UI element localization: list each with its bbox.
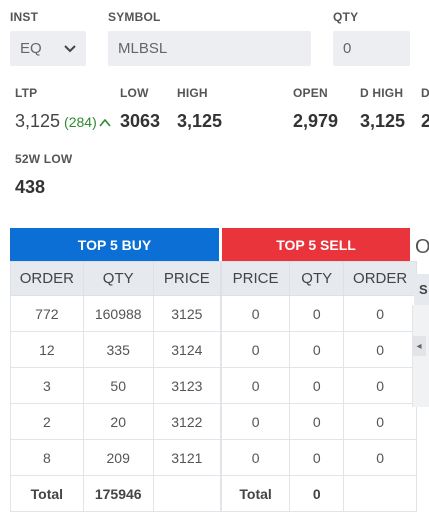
buy-price: 3125: [152, 295, 222, 332]
sell-price: 0: [220, 295, 291, 332]
ltp-label: LTP: [15, 86, 38, 100]
sell-col-order: ORDER: [343, 261, 417, 296]
sell-row: 0 0 0: [220, 295, 417, 332]
buy-order: 8: [10, 439, 84, 476]
sell-depth-table: PRICE QTY ORDER 0 0 0 0 0 0 0 0 0 0 0 0 …: [220, 261, 417, 512]
buy-order: 772: [10, 295, 84, 332]
sell-total-label: Total: [220, 475, 291, 512]
ltp-value: 3,125: [15, 111, 61, 131]
buy-qty: 20: [82, 403, 154, 440]
open-label: OPEN: [293, 86, 328, 100]
top-buy-header: TOP 5 BUY: [10, 228, 219, 261]
inst-select[interactable]: EQ: [10, 31, 86, 66]
buy-qty: 50: [82, 367, 154, 404]
open-value: 2,979: [293, 111, 339, 131]
sell-qty: 0: [289, 331, 345, 368]
ltp-change: (284): [64, 114, 97, 130]
sell-row: 0 0 0: [220, 331, 417, 368]
buy-row: 3 50 3123: [10, 367, 222, 404]
sell-total-row: Total 0: [220, 475, 417, 512]
buy-qty: 209: [82, 439, 154, 476]
sell-total-empty: [343, 475, 417, 512]
buy-col-qty: QTY: [82, 261, 154, 296]
buy-price: 3122: [152, 403, 222, 440]
buy-price: 3124: [152, 331, 222, 368]
buy-total-qty: 175946: [82, 475, 154, 512]
w52low-value: 438: [15, 177, 46, 197]
buy-depth-table: ORDER QTY PRICE 772 160988 3125 12 335 3…: [10, 261, 222, 512]
dhigh-label: D HIGH: [360, 86, 404, 100]
buy-price: 3121: [152, 439, 222, 476]
high-label: HIGH: [177, 86, 208, 100]
w52low-label: 52W LOW: [15, 152, 73, 166]
buy-col-order: ORDER: [10, 261, 84, 296]
cut-value: 2: [421, 111, 429, 131]
sell-order: 0: [343, 439, 417, 476]
buy-order: 2: [10, 403, 84, 440]
low-value: 3063: [120, 111, 161, 131]
caret-up-icon: [99, 114, 111, 132]
buy-order: 3: [10, 367, 84, 404]
sell-qty: 0: [289, 295, 345, 332]
side-panel-body: [412, 305, 429, 407]
inst-value: EQ: [20, 40, 42, 57]
cut-label: D: [421, 86, 429, 100]
top-sell-header: TOP 5 SELL: [222, 228, 410, 261]
sell-qty: 0: [289, 367, 345, 404]
sell-price: 0: [220, 331, 291, 368]
symbol-label: SYMBOL: [108, 10, 161, 24]
buy-qty: 160988: [82, 295, 154, 332]
sell-col-price: PRICE: [220, 261, 291, 296]
qty-placeholder: 0: [343, 40, 352, 57]
sell-col-qty: QTY: [289, 261, 345, 296]
buy-row: 772 160988 3125: [10, 295, 222, 332]
buy-total-empty: [152, 475, 222, 512]
buy-row: 12 335 3124: [10, 331, 222, 368]
sell-qty: 0: [289, 439, 345, 476]
symbol-input[interactable]: MLBSL: [108, 31, 311, 66]
buy-total-row: Total 175946: [10, 475, 222, 512]
sell-order: 0: [343, 331, 417, 368]
buy-price: 3123: [152, 367, 222, 404]
side-panel-header: S: [414, 274, 429, 305]
buy-order: 12: [10, 331, 84, 368]
side-panel-title: O: [415, 236, 429, 258]
qty-input[interactable]: 0: [333, 31, 410, 66]
qty-label: QTY: [333, 10, 359, 24]
low-label: LOW: [120, 86, 149, 100]
sell-total-qty: 0: [289, 475, 345, 512]
sell-price: 0: [220, 403, 291, 440]
ltp-block: 3,125 (284): [15, 111, 111, 132]
buy-total-label: Total: [10, 475, 84, 512]
sell-qty: 0: [289, 403, 345, 440]
sell-order: 0: [343, 367, 417, 404]
buy-qty: 335: [82, 331, 154, 368]
high-value: 3,125: [177, 111, 223, 131]
sell-row: 0 0 0: [220, 403, 417, 440]
sell-price: 0: [220, 439, 291, 476]
inst-label: INST: [10, 10, 39, 24]
sell-order: 0: [343, 403, 417, 440]
symbol-placeholder: MLBSL: [118, 40, 168, 57]
buy-col-price: PRICE: [152, 261, 222, 296]
scroll-left-arrow[interactable]: ◂: [412, 336, 426, 356]
buy-row: 8 209 3121: [10, 439, 222, 476]
sell-order: 0: [343, 295, 417, 332]
sell-price: 0: [220, 367, 291, 404]
sell-row: 0 0 0: [220, 367, 417, 404]
buy-row: 2 20 3122: [10, 403, 222, 440]
sell-row: 0 0 0: [220, 439, 417, 476]
dhigh-value: 3,125: [360, 111, 406, 131]
chevron-down-icon: [64, 40, 76, 57]
